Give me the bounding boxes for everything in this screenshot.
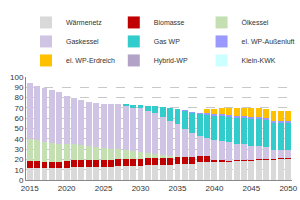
- svg-text:0: 0: [19, 176, 24, 185]
- svg-text:Gas WP: Gas WP: [154, 38, 180, 45]
- svg-text:20: 20: [14, 155, 23, 164]
- svg-text:50: 50: [14, 124, 23, 133]
- svg-text:el. WP-Erdreich: el. WP-Erdreich: [66, 57, 115, 64]
- svg-text:Klein-KWK: Klein-KWK: [242, 57, 276, 64]
- svg-text:2050: 2050: [279, 184, 297, 193]
- svg-text:Gaskessel: Gaskessel: [66, 38, 99, 45]
- svg-text:2015: 2015: [21, 184, 39, 193]
- svg-text:80: 80: [14, 93, 23, 102]
- svg-text:2040: 2040: [206, 184, 224, 193]
- svg-text:2035: 2035: [169, 184, 187, 193]
- svg-text:60: 60: [14, 114, 23, 123]
- svg-text:40: 40: [14, 135, 23, 144]
- svg-text:2045: 2045: [242, 184, 260, 193]
- svg-text:Hybrid-WP: Hybrid-WP: [154, 57, 188, 65]
- svg-text:30: 30: [14, 145, 23, 154]
- svg-text:Biomasse: Biomasse: [154, 19, 185, 26]
- svg-text:2030: 2030: [132, 184, 150, 193]
- svg-text:Wärmenetz: Wärmenetz: [66, 19, 102, 26]
- svg-text:2020: 2020: [58, 184, 76, 193]
- svg-text:el. WP-Außenluft: el. WP-Außenluft: [242, 38, 295, 45]
- svg-text:90: 90: [14, 83, 23, 92]
- svg-text:70: 70: [14, 104, 23, 113]
- svg-text:10: 10: [14, 166, 23, 175]
- svg-text:100: 100: [10, 73, 24, 82]
- svg-text:Ölkessel: Ölkessel: [242, 19, 269, 26]
- svg-text:2025: 2025: [95, 184, 113, 193]
